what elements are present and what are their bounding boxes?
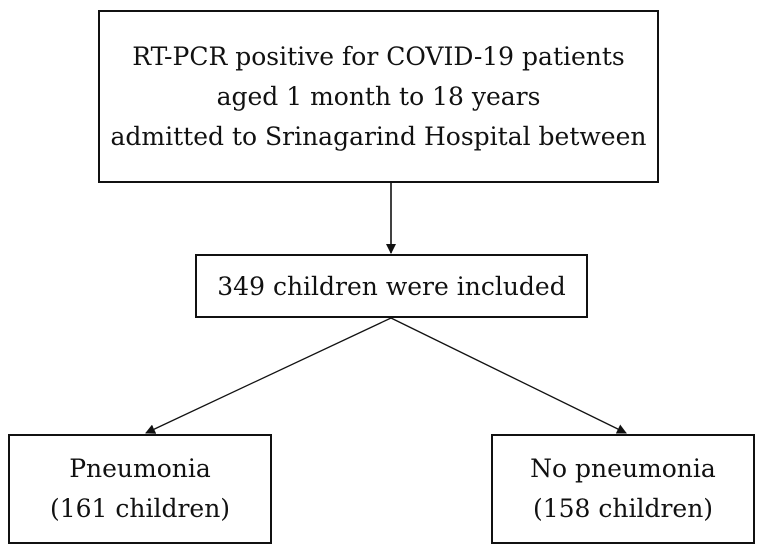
included-children-text: 349 children were included — [217, 271, 566, 301]
pneumonia-count: (161 children) — [49, 494, 231, 523]
inclusion-criteria-line-2: aged 1 month to 18 years — [216, 81, 541, 111]
pneumonia-label: Pneumonia — [69, 454, 211, 483]
pneumonia-box: Pneumonia (161 children) — [8, 434, 272, 544]
inclusion-criteria-line-3: admitted to Srinagarind Hospital between — [110, 121, 647, 151]
no-pneumonia-box: No pneumonia (158 children) — [491, 434, 755, 544]
arrow-middle-to-right — [390, 317, 627, 434]
inclusion-criteria-box: RT-PCR positive for COVID-19 patients ag… — [98, 10, 659, 183]
arrow-middle-to-left — [145, 317, 392, 434]
no-pneumonia-count: (158 children) — [532, 494, 714, 523]
included-children-box: 349 children were included — [195, 254, 588, 318]
no-pneumonia-label: No pneumonia — [530, 454, 716, 483]
inclusion-criteria-line-1: RT-PCR positive for COVID-19 patients — [132, 41, 625, 71]
